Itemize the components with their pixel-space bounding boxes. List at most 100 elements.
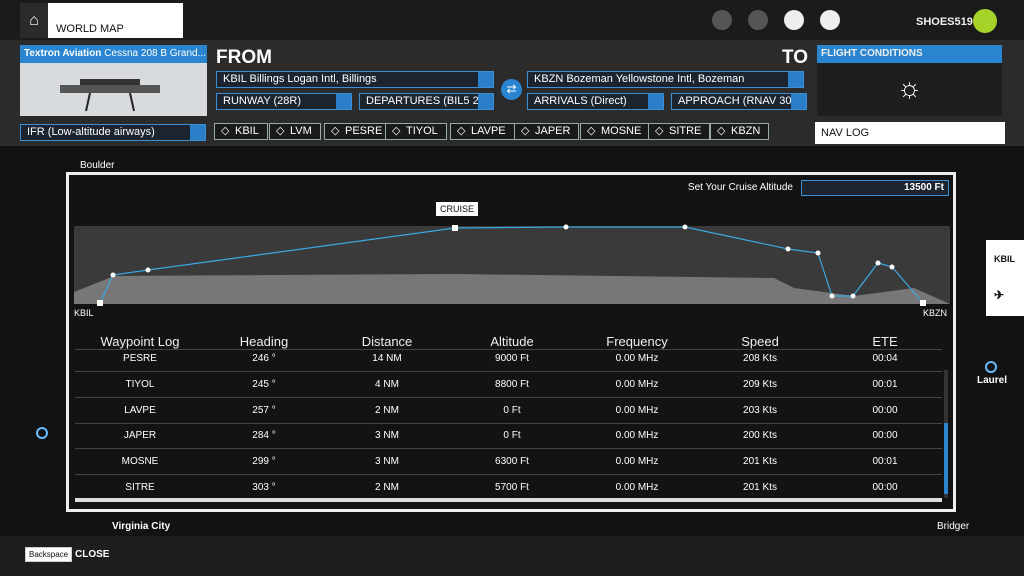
- icon[interactable]: [748, 10, 768, 30]
- table-cell: 3 NM: [375, 456, 399, 468]
- arrival-select[interactable]: ARRIVALS (Direct): [527, 93, 664, 110]
- table-cell: 00:00: [872, 404, 898, 416]
- table-cell: 208 Kts: [743, 353, 777, 364]
- to-heading: TO: [782, 47, 809, 68]
- table-cell: 00:01: [872, 456, 898, 468]
- waypoint-chip[interactable]: TIYOL: [385, 123, 447, 140]
- map-label: Laurel: [977, 375, 1008, 386]
- profile-end: KBZN: [923, 308, 948, 318]
- waypoint-chip[interactable]: SITRE: [648, 123, 711, 140]
- username: SHOES519: [916, 16, 973, 28]
- header-rule: [75, 349, 942, 350]
- waypoint-chip[interactable]: KBZN: [710, 123, 770, 140]
- table-cell: JAPER: [123, 430, 157, 442]
- flight-conditions-title: FLIGHT CONDITIONS: [817, 45, 1002, 63]
- close-button[interactable]: CLOSE: [75, 549, 110, 560]
- table-cell: 9000 Ft: [495, 353, 529, 364]
- table-cell: SITRE: [125, 482, 155, 493]
- profile-start: KBIL: [74, 308, 94, 318]
- waypoint-chip[interactable]: KBIL: [214, 123, 268, 140]
- table-cell: 0.00 MHz: [615, 482, 659, 493]
- table-cell: 246 °: [252, 353, 276, 364]
- approach-select[interactable]: APPROACH (RNAV 30): [671, 93, 807, 110]
- map-label: Bridger: [937, 521, 970, 532]
- from-heading: FROM: [216, 47, 272, 68]
- waypoint-chip[interactable]: PESRE: [324, 123, 392, 140]
- table-cell: 209 Kts: [743, 378, 777, 390]
- waypoint-chip[interactable]: LVM: [269, 123, 321, 140]
- arrival-airport[interactable]: KBZN Bozeman Yellowstone Intl, Bozeman: [527, 71, 804, 88]
- aircraft-maker: Textron Aviation: [24, 48, 102, 59]
- departure-airport[interactable]: KBIL Billings Logan Intl, Billings: [216, 71, 494, 88]
- h-scroll[interactable]: [75, 498, 942, 502]
- table-cell: PESRE: [123, 353, 157, 364]
- airport-marker[interactable]: [36, 427, 48, 439]
- route-type-select[interactable]: IFR (Low-altitude airways): [20, 124, 206, 141]
- table-cell: 203 Kts: [743, 404, 777, 416]
- aircraft-image: [60, 79, 160, 112]
- departure-select[interactable]: DEPARTURES (BIL5 28F: [359, 93, 494, 110]
- flight-conditions[interactable]: FLIGHT CONDITIONS ☼: [817, 45, 1002, 116]
- icon[interactable]: [784, 10, 804, 30]
- table-cell: 245 °: [252, 378, 276, 390]
- table-cell: 14 NM: [372, 353, 402, 364]
- table-cell: 201 Kts: [743, 482, 777, 493]
- table-cell: 00:00: [872, 482, 898, 493]
- table-cell: 200 Kts: [743, 430, 777, 442]
- table-cell: 6300 Ft: [495, 456, 529, 468]
- row-divider: [75, 371, 942, 372]
- table-cell: 00:01: [872, 378, 898, 390]
- column-header: Speed: [741, 334, 779, 349]
- column-header: Altitude: [490, 334, 534, 349]
- table-cell: 299 °: [252, 456, 276, 468]
- table-cell: 3 NM: [375, 430, 399, 442]
- table-cell: 0.00 MHz: [615, 456, 659, 468]
- icon[interactable]: [712, 10, 732, 30]
- home-button[interactable]: ⌂: [20, 3, 48, 38]
- table-cell: 4 NM: [375, 378, 399, 390]
- footer: [0, 536, 1024, 576]
- row-divider: [75, 448, 942, 450]
- table-cell: 0.00 MHz: [615, 353, 659, 364]
- cruise-input[interactable]: 13500 Ft: [801, 180, 949, 196]
- row-divider: [75, 396, 942, 398]
- row-divider: [75, 474, 942, 476]
- table-cell: TIYOL: [125, 378, 155, 390]
- scroll-thumb[interactable]: [944, 423, 948, 494]
- side-widget[interactable]: KBIL ✈: [986, 240, 1024, 316]
- altitude-profile: [74, 224, 950, 306]
- table-cell: 303 °: [252, 482, 276, 493]
- runway-select[interactable]: RUNWAY (28R): [216, 93, 352, 110]
- column-header: Frequency: [606, 334, 668, 349]
- table-cell: 257 °: [252, 404, 276, 416]
- table-cell: 0.00 MHz: [615, 378, 659, 390]
- column-header: Distance: [361, 334, 413, 349]
- icon[interactable]: [820, 10, 840, 30]
- aircraft-card[interactable]: Textron Aviation Cessna 208 B Grand...: [20, 45, 207, 116]
- table-cell: 8800 Ft: [495, 378, 529, 390]
- swap-button[interactable]: ⇄: [501, 79, 522, 100]
- table-cell: 0 Ft: [503, 430, 521, 442]
- row-divider: [75, 422, 942, 424]
- cruise-label: Set Your Cruise Altitude: [687, 182, 793, 193]
- table-cell: 0.00 MHz: [615, 404, 659, 416]
- table-cell: 2 NM: [375, 404, 399, 416]
- table-cell: 5700 Ft: [495, 482, 529, 493]
- table-cell: LAVPE: [124, 404, 156, 416]
- world-map-tab[interactable]: WORLD MAP: [48, 3, 183, 38]
- table-cell: MOSNE: [121, 456, 159, 468]
- cruise-marker: CRUISE: [436, 202, 479, 216]
- avatar[interactable]: [973, 9, 997, 33]
- airport-marker[interactable]: [985, 361, 997, 373]
- column-header: ETE: [872, 334, 898, 349]
- table-cell: 00:00: [872, 430, 898, 442]
- table-cell: 00:04: [872, 353, 898, 364]
- nav-log-button[interactable]: NAV LOG: [815, 122, 1005, 144]
- aircraft-model: Cessna 208 B Grand...: [104, 48, 206, 59]
- table-cell: 2 NM: [375, 482, 399, 493]
- waypoint-chip[interactable]: JAPER: [514, 123, 580, 140]
- waypoint-chip[interactable]: MOSNE: [580, 123, 651, 140]
- column-header: Waypoint Log: [100, 334, 180, 349]
- waypoint-chip[interactable]: LAVPE: [450, 123, 515, 140]
